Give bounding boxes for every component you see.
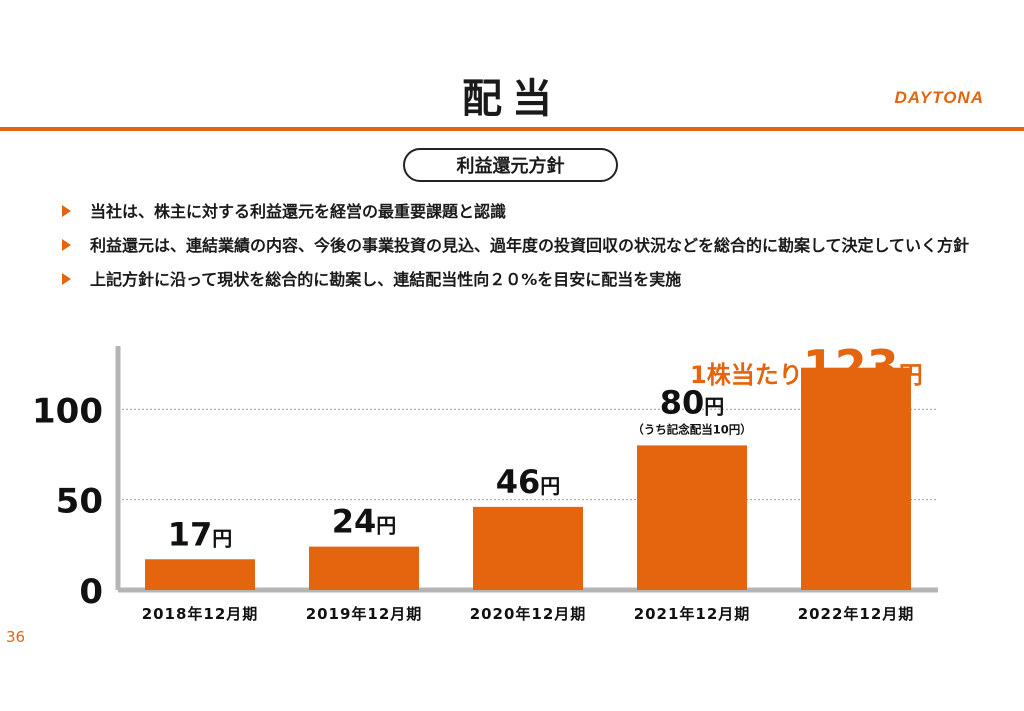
policy-bullet: 上記方針に沿って現状を総合的に勘案し、連結配当性向２０%を目安に配当を実施 bbox=[62, 268, 992, 292]
x-tick-label: 2021年12月期 bbox=[634, 605, 751, 623]
annotation-label: （うち記念配当10円） bbox=[632, 422, 752, 436]
bar bbox=[309, 546, 419, 590]
policy-bullet: 当社は、株主に対する利益還元を経営の最重要課題と認識 bbox=[62, 200, 992, 224]
bar bbox=[637, 445, 747, 590]
data-label: 17円 bbox=[168, 515, 233, 553]
policy-bullet-text: 利益還元は、連結業績の内容、今後の事業投資の見込、過年度の投資回収の状況などを総… bbox=[90, 236, 970, 255]
bar bbox=[145, 559, 255, 590]
x-tick-label: 2022年12月期 bbox=[798, 605, 915, 623]
bar bbox=[801, 367, 911, 590]
bar bbox=[473, 506, 583, 590]
policy-bullet: 利益還元は、連結業績の内容、今後の事業投資の見込、過年度の投資回収の状況などを総… bbox=[62, 234, 992, 258]
x-tick-label: 2019年12月期 bbox=[306, 605, 423, 623]
header-divider bbox=[0, 127, 1024, 131]
triangle-bullet-icon bbox=[62, 205, 71, 217]
x-tick-label: 2020年12月期 bbox=[470, 605, 587, 623]
policy-bullet-text: 上記方針に沿って現状を総合的に勘案し、連結配当性向２０%を目安に配当を実施 bbox=[90, 270, 682, 289]
triangle-bullet-icon bbox=[62, 273, 71, 285]
policy-bullet-list: 当社は、株主に対する利益還元を経営の最重要課題と認識 利益還元は、連結業績の内容… bbox=[62, 200, 992, 302]
x-tick-label: 2018年12月期 bbox=[142, 605, 259, 623]
data-label: 24円 bbox=[332, 503, 397, 541]
company-logo: DAYTONA bbox=[894, 88, 984, 107]
highlight-prefix: 1株当たり bbox=[690, 361, 803, 389]
triangle-bullet-icon bbox=[62, 239, 71, 251]
y-tick-label: 50 bbox=[56, 482, 103, 522]
data-label: 80円 bbox=[660, 383, 725, 421]
y-tick-label: 0 bbox=[79, 572, 103, 612]
policy-bullet-text: 当社は、株主に対する利益還元を経営の最重要課題と認識 bbox=[90, 202, 507, 221]
page-number: 36 bbox=[6, 628, 26, 646]
data-label: 46円 bbox=[496, 463, 561, 501]
y-tick-label: 100 bbox=[32, 391, 103, 431]
policy-heading: 利益還元方針 bbox=[403, 148, 618, 182]
page-title: 配当 bbox=[462, 76, 562, 122]
